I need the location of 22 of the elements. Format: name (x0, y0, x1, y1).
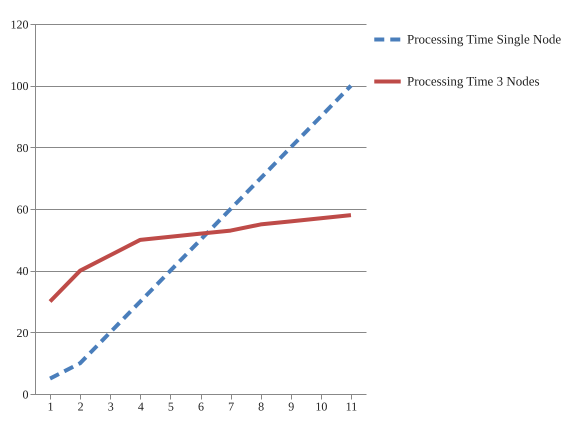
line-series (48, 84, 353, 381)
x-tick-label: 6 (198, 400, 204, 414)
y-tick-label: 0 (22, 388, 28, 402)
x-tick-label: 9 (288, 400, 294, 414)
y-tick-label: 120 (10, 18, 28, 32)
x-tick-label: 11 (346, 400, 358, 414)
line-series (48, 213, 353, 304)
x-tick-label: 4 (138, 400, 144, 414)
legend-label: Processing Time Single Node (407, 32, 562, 46)
y-tick-label: 20 (16, 326, 28, 340)
y-tick-label: 60 (16, 202, 28, 216)
x-tick-label: 1 (48, 400, 54, 414)
x-tick-label: 8 (258, 400, 264, 414)
x-tick-label: 3 (108, 400, 114, 414)
x-tick-label: 5 (168, 400, 174, 414)
y-tick-label: 40 (16, 264, 28, 278)
y-tick-label: 80 (16, 140, 28, 155)
y-tick-label: 100 (10, 79, 28, 94)
x-tick-label: 2 (78, 400, 84, 414)
x-tick-label: 10 (315, 400, 328, 414)
x-tick-label: 7 (228, 400, 234, 414)
legend-label: Processing Time 3 Nodes (407, 74, 540, 88)
